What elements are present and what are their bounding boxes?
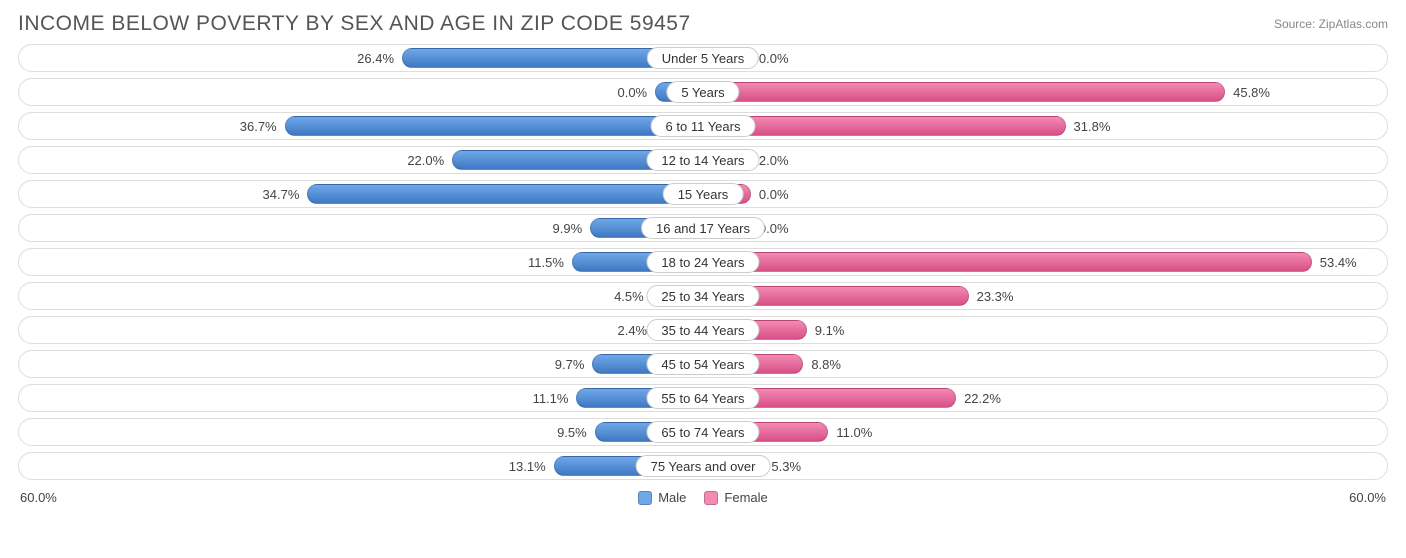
male-value-label: 9.7%	[555, 351, 585, 377]
chart-footer: 60.0% Male Female 60.0%	[0, 486, 1406, 515]
female-value-label: 11.0%	[836, 419, 872, 445]
male-value-label: 9.9%	[553, 215, 583, 241]
chart-row: 9.7% 8.8% 45 to 54 Years	[18, 350, 1388, 378]
male-value-label: 36.7%	[240, 113, 277, 139]
male-bar	[307, 184, 703, 204]
female-value-label: 9.1%	[815, 317, 845, 343]
female-bar	[703, 116, 1066, 136]
category-label: 16 and 17 Years	[641, 217, 765, 239]
male-value-label: 2.4%	[617, 317, 647, 343]
category-label: 15 Years	[663, 183, 744, 205]
male-value-label: 11.1%	[533, 385, 569, 411]
chart-title: INCOME BELOW POVERTY BY SEX AND AGE IN Z…	[18, 12, 691, 36]
category-label: 45 to 54 Years	[646, 353, 759, 375]
axis-max-right: 60.0%	[1349, 490, 1386, 505]
female-value-label: 23.3%	[977, 283, 1014, 309]
chart-row: 9.9%0.0%16 and 17 Years	[18, 214, 1388, 242]
category-label: 18 to 24 Years	[646, 251, 759, 273]
female-bar	[703, 252, 1312, 272]
category-label: 25 to 34 Years	[646, 285, 759, 307]
male-value-label: 13.1%	[509, 453, 546, 479]
chart-row: 4.5% 23.3% 25 to 34 Years	[18, 282, 1388, 310]
male-value-label: 22.0%	[407, 147, 444, 173]
female-value-label: 0.0%	[759, 45, 789, 71]
category-label: Under 5 Years	[647, 47, 759, 69]
chart-row: 11.1% 22.2% 55 to 64 Years	[18, 384, 1388, 412]
chart-row: 13.1% 5.3%75 Years and over	[18, 452, 1388, 480]
chart-source: Source: ZipAtlas.com	[1274, 17, 1388, 31]
chart-row: 2.4% 9.1% 35 to 44 Years	[18, 316, 1388, 344]
chart-row: 9.5% 11.0% 65 to 74 Years	[18, 418, 1388, 446]
chart-row: 26.4% 0.0%Under 5 Years	[18, 44, 1388, 72]
female-swatch-icon	[704, 491, 718, 505]
female-value-label: 53.4%	[1320, 249, 1357, 275]
legend-male-label: Male	[658, 490, 686, 505]
chart-row: 34.7% 0.0% 15 Years	[18, 180, 1388, 208]
chart-row: 36.7% 31.8% 6 to 11 Years	[18, 112, 1388, 140]
male-value-label: 0.0%	[617, 79, 647, 105]
male-value-label: 26.4%	[357, 45, 394, 71]
female-value-label: 0.0%	[759, 181, 789, 207]
category-label: 5 Years	[666, 81, 739, 103]
category-label: 75 Years and over	[636, 455, 771, 477]
category-label: 55 to 64 Years	[646, 387, 759, 409]
category-label: 12 to 14 Years	[646, 149, 759, 171]
male-value-label: 34.7%	[263, 181, 300, 207]
axis-max-left: 60.0%	[20, 490, 57, 505]
male-value-label: 4.5%	[614, 283, 644, 309]
male-value-label: 11.5%	[528, 249, 564, 275]
category-label: 65 to 74 Years	[646, 421, 759, 443]
legend: Male Female	[57, 490, 1349, 505]
legend-female: Female	[704, 490, 767, 505]
legend-male: Male	[638, 490, 686, 505]
female-value-label: 31.8%	[1074, 113, 1111, 139]
category-label: 35 to 44 Years	[646, 319, 759, 341]
chart-row: 11.5% 53.4% 18 to 24 Years	[18, 248, 1388, 276]
female-value-label: 22.2%	[964, 385, 1001, 411]
male-value-label: 9.5%	[557, 419, 587, 445]
female-value-label: 8.8%	[811, 351, 841, 377]
category-label: 6 to 11 Years	[651, 115, 756, 137]
male-swatch-icon	[638, 491, 652, 505]
chart-row: 0.0% 45.8% 5 Years	[18, 78, 1388, 106]
diverging-bar-chart: 26.4%0.0%Under 5 Years0.0%45.8%5 Years36…	[0, 44, 1406, 480]
chart-row: 22.0% 2.0%12 to 14 Years	[18, 146, 1388, 174]
female-value-label: 45.8%	[1233, 79, 1270, 105]
male-bar	[285, 116, 703, 136]
female-value-label: 2.0%	[759, 147, 789, 173]
chart-header: INCOME BELOW POVERTY BY SEX AND AGE IN Z…	[0, 0, 1406, 44]
female-value-label: 5.3%	[771, 453, 801, 479]
legend-female-label: Female	[724, 490, 767, 505]
female-bar	[703, 82, 1225, 102]
